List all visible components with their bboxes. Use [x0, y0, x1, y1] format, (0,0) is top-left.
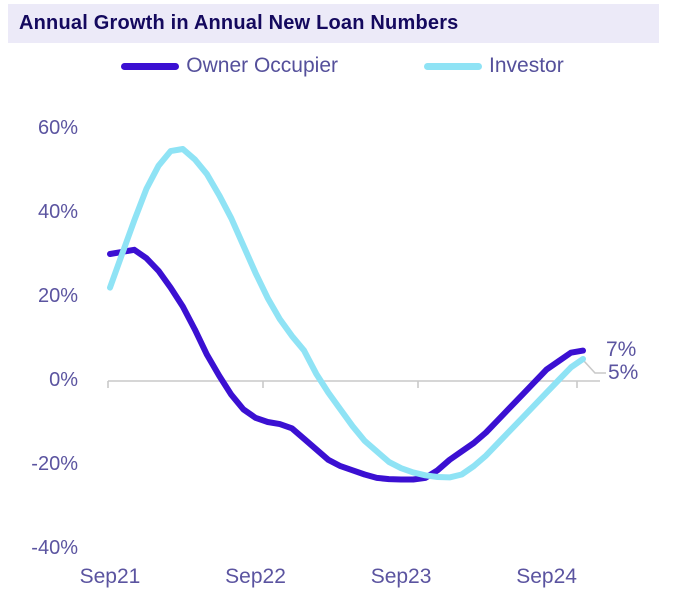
y-tick-label: -20%	[31, 453, 78, 475]
y-tick-label: 20%	[37, 285, 78, 307]
owner-occupier-line-swatch	[121, 62, 180, 70]
legend-item-owner-occupier: Owner Occupier	[121, 54, 338, 78]
investor-end-value-label: 5%	[608, 361, 639, 384]
series-line-owner-occupier	[107, 246, 586, 483]
investor-line-swatch	[424, 62, 482, 70]
chart-title: Annual Growth in Annual New Loan Numbers	[19, 12, 459, 34]
y-tick-label: 60%	[37, 117, 78, 139]
legend-item-investor: Investor	[424, 54, 564, 78]
legend-label: Owner Occupier	[186, 54, 338, 77]
owner-occupier-end-value-label: 7%	[606, 338, 637, 361]
chart-title-bar: Annual Growth in Annual New Loan Numbers	[8, 4, 659, 43]
legend: Owner Occupier Investor	[0, 52, 685, 80]
y-tick-label: 40%	[37, 201, 78, 223]
x-tick-label: Sep22	[225, 565, 286, 588]
x-tick-label: Sep23	[370, 565, 432, 588]
y-tick-label: 0%	[49, 369, 78, 391]
y-tick-label: -40%	[31, 537, 78, 559]
x-tick-label: Sep21	[79, 565, 141, 588]
investor-label-leader-line	[583, 360, 606, 374]
series-line-investor	[107, 146, 586, 481]
legend-label: Investor	[489, 54, 564, 77]
x-tick-label: Sep24	[516, 565, 577, 588]
